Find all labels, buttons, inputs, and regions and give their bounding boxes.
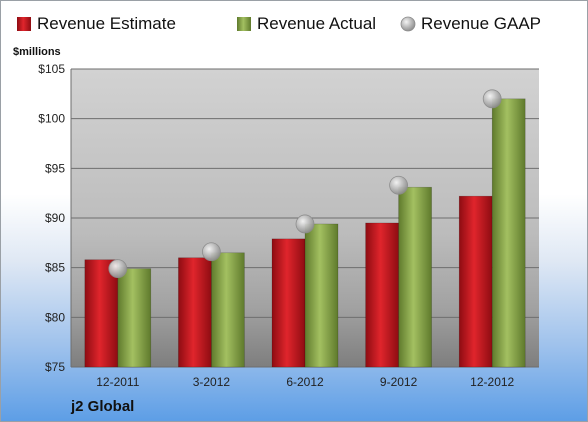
- bar-revenue-estimate: [365, 222, 399, 368]
- bar-revenue-actual: [398, 186, 432, 368]
- bar-revenue-estimate: [271, 238, 306, 368]
- y-tick-label: $80: [45, 310, 65, 324]
- legend-swatch: [400, 16, 416, 32]
- legend-label: Revenue GAAP: [421, 14, 541, 33]
- x-tick-label: 6-2012: [286, 375, 324, 389]
- y-tick-label: $95: [45, 161, 65, 175]
- y-axis-label: $millions: [13, 46, 61, 58]
- bar-revenue-actual: [491, 98, 526, 368]
- x-tick-label: 9-2012: [380, 375, 418, 389]
- y-tick-label: $75: [45, 360, 65, 374]
- y-tick-label: $90: [45, 211, 65, 225]
- marker-revenue-gaap: [108, 259, 128, 279]
- x-tick-label: 3-2012: [193, 375, 231, 389]
- company-name: j2 Global: [71, 398, 135, 415]
- bar-revenue-actual: [211, 252, 245, 368]
- marker-revenue-gaap: [201, 242, 221, 262]
- legend-label: Revenue Actual: [257, 14, 376, 33]
- y-tick-label: $100: [38, 112, 65, 126]
- bar-revenue-estimate: [178, 257, 212, 368]
- marker-revenue-gaap: [389, 175, 409, 195]
- x-tick-label: 12-2012: [470, 375, 514, 389]
- y-tick-label: $85: [45, 261, 65, 275]
- legend-swatch: [237, 17, 251, 31]
- bar-revenue-actual: [117, 268, 152, 368]
- bar-revenue-estimate: [458, 195, 493, 368]
- y-tick-label: $105: [38, 62, 65, 76]
- bar-revenue-estimate: [84, 259, 119, 368]
- legend-label: Revenue Estimate: [37, 14, 176, 33]
- legend-swatch: [17, 17, 31, 31]
- bar-revenue-actual: [304, 223, 339, 368]
- x-tick-label: 12-2011: [96, 375, 139, 389]
- marker-revenue-gaap: [482, 89, 502, 109]
- marker-revenue-gaap: [295, 214, 315, 234]
